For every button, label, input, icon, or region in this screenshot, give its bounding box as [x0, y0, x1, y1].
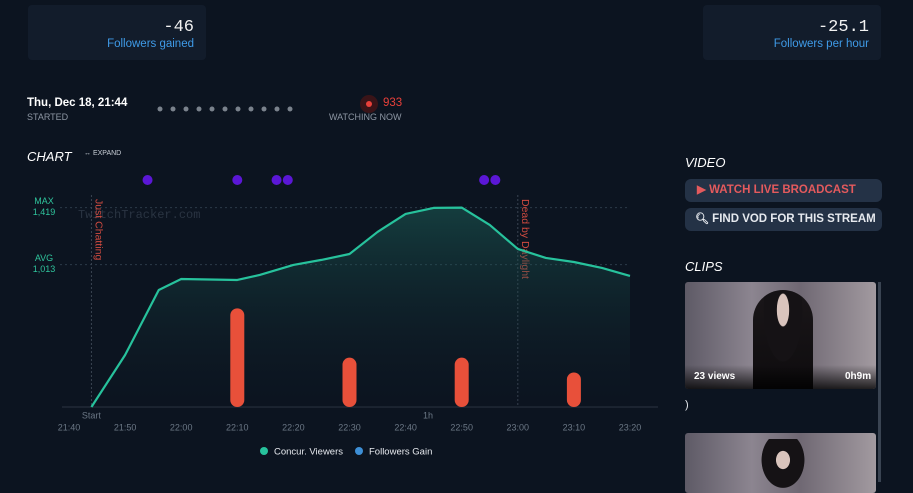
event-dot	[490, 175, 501, 185]
scrollbar[interactable]	[878, 282, 881, 482]
event-dot	[142, 175, 153, 185]
x-marker: Start	[82, 410, 102, 420]
x-tick-label: 22:30	[338, 422, 361, 432]
legend-label: Concur. Viewers	[274, 447, 343, 458]
watermark: TwitchTracker.com	[78, 208, 200, 222]
event-dot	[479, 175, 490, 185]
stat-label: Followers gained	[107, 38, 194, 50]
started-label: STARTED	[27, 112, 69, 122]
x-tick-label: 22:40	[394, 422, 417, 432]
stat-card: -25.1 Followers per hour	[703, 5, 881, 60]
legend-label: Followers Gain	[369, 447, 432, 458]
watch-button[interactable]: ▶ WATCH LIVE BROADCAST	[685, 179, 882, 202]
bar	[342, 357, 357, 407]
stat-value: -25.1	[817, 18, 869, 37]
live-icon	[360, 95, 378, 113]
area	[91, 207, 630, 407]
reference-label: AVG	[35, 253, 53, 263]
expand-button[interactable]: ↔ EXPAND	[84, 150, 122, 157]
reference-label: MAX	[34, 196, 54, 206]
x-marker: 1h	[423, 410, 433, 420]
clip-thumbnail[interactable]: 23 views 0h9m	[685, 282, 876, 389]
game-label: Just Chatting	[93, 199, 105, 260]
viewers-label: WATCHING NOW	[329, 112, 402, 122]
x-tick-label: 22:10	[226, 422, 249, 432]
stat-label: Followers per hour	[773, 38, 869, 50]
legend-swatch	[260, 447, 268, 455]
chart-title: CHART	[27, 149, 72, 164]
reference-value: 1,013	[33, 264, 56, 274]
event-dot	[232, 175, 243, 185]
x-tick-label: 21:40	[58, 422, 81, 432]
viewers-count: 933	[383, 97, 403, 109]
timeline-dots	[157, 106, 293, 112]
clips-heading: CLIPS	[685, 259, 723, 274]
expand-label: EXPAND	[92, 150, 122, 157]
clip-thumbnail[interactable]	[685, 433, 876, 493]
clip-views: 23 views	[694, 371, 736, 382]
bar	[230, 308, 245, 407]
button-label: FIND VOD FOR THIS STREAM	[712, 213, 876, 225]
dots	[157, 106, 293, 112]
line	[90, 206, 631, 408]
x-tick-label: 22:50	[450, 422, 473, 432]
started-time: Thu, Dec 18, 21:44	[27, 97, 128, 109]
page: {"stats":[{"value":-46,"label":"Follower…	[27, 5, 882, 493]
vod-button[interactable]: 🔍︎ FIND VOD FOR THIS STREAM	[685, 208, 882, 231]
button-label: WATCH LIVE BROADCAST	[709, 184, 856, 196]
x-tick-label: 23:20	[619, 422, 642, 432]
event-dot	[282, 175, 293, 185]
legend-swatch	[355, 447, 363, 455]
x-tick-label: 22:20	[282, 422, 305, 432]
streamer	[753, 439, 813, 493]
x-tick-label: 21:50	[114, 422, 137, 432]
reference-value: 1,419	[33, 207, 56, 217]
bar	[566, 372, 581, 407]
stat-card: -46 Followers gained	[28, 5, 206, 60]
clip-title: )	[685, 399, 689, 411]
event-dot	[271, 175, 282, 185]
stat-value: -46	[163, 18, 194, 37]
clip-duration: 0h9m	[845, 371, 872, 382]
video-heading: VIDEO	[685, 155, 726, 170]
x-tick-label: 22:00	[170, 422, 193, 432]
x-tick-label: 23:10	[563, 422, 586, 432]
x-tick-label: 23:00	[507, 422, 530, 432]
bar	[454, 357, 469, 407]
overlay	[685, 365, 876, 389]
